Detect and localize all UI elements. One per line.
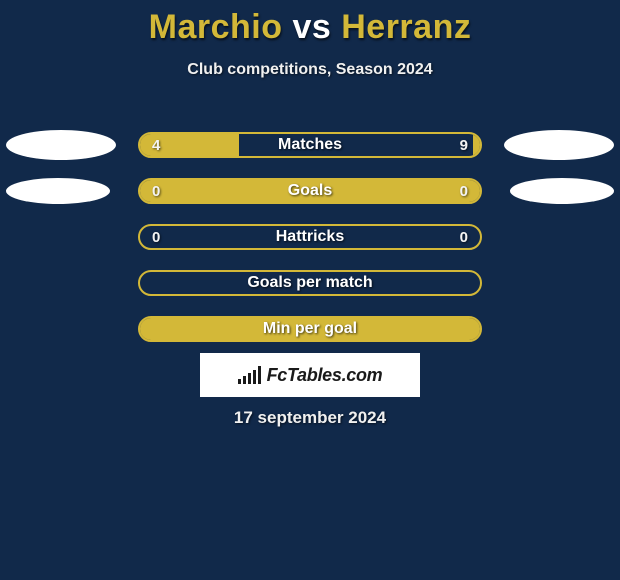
stat-row: 0 0Hattricks (0, 214, 620, 260)
stat-right-value: 0 (460, 226, 468, 248)
stat-label: Goals per match (140, 272, 480, 294)
subtitle: Club competitions, Season 2024 (0, 61, 620, 79)
stat-row: Min per goal (0, 306, 620, 352)
player1-name: Marchio (149, 8, 283, 46)
stat-left-value: 0 (152, 180, 160, 202)
stat-right-value: 9 (460, 134, 468, 156)
stat-bar: 00Goals (138, 178, 482, 204)
brand-text: FcTables.com (267, 365, 383, 386)
player1-avatar (6, 178, 110, 204)
stat-row: Goals per match (0, 260, 620, 306)
brand-bars-icon (238, 366, 261, 384)
bar-fill-right (140, 318, 480, 340)
player2-avatar (504, 130, 614, 160)
bar-fill-left (140, 180, 480, 202)
player1-avatar (6, 130, 116, 160)
vs-text: vs (292, 8, 331, 46)
stat-right-value: 0 (460, 180, 468, 202)
stat-bar: Goals per match (138, 270, 482, 296)
stat-label: Hattricks (140, 226, 480, 248)
brand-badge: FcTables.com (200, 353, 420, 397)
stat-left-value: 0 (152, 226, 160, 248)
stat-bar: Min per goal (138, 316, 482, 342)
page-title: Marchio vs Herranz (0, 0, 620, 47)
bar-fill-right (473, 134, 480, 156)
player2-avatar (510, 178, 614, 204)
date-text: 17 september 2024 (0, 408, 620, 428)
stat-left-value: 4 (152, 134, 160, 156)
stat-row: 00Goals (0, 168, 620, 214)
stat-row: 49Matches (0, 122, 620, 168)
stat-bar: 49Matches (138, 132, 482, 158)
player2-name: Herranz (341, 8, 471, 46)
stats-rows: 49Matches00Goals00HattricksGoals per mat… (0, 122, 620, 352)
stat-bar: 0 0Hattricks (138, 224, 482, 250)
